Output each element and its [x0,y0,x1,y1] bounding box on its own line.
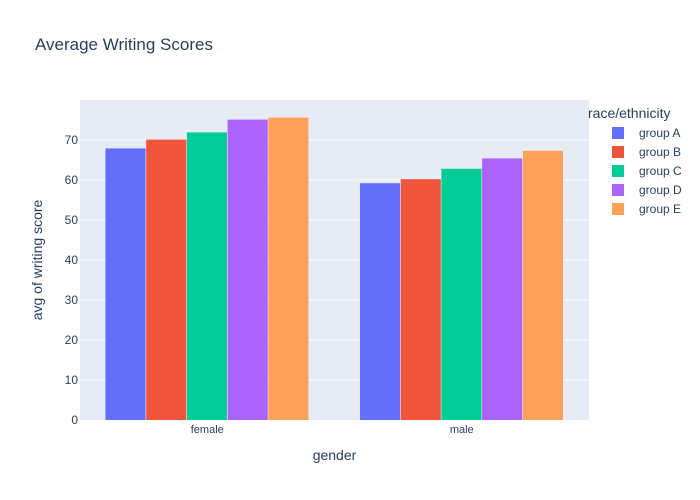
x-tick-label: female [191,424,224,436]
y-tick-label: 70 [65,133,79,147]
bar-female-group-E [268,117,309,420]
bar-female-group-C [186,132,228,420]
y-tick-label: 30 [65,293,79,307]
legend-title: race/ethnicity [588,105,670,121]
x-axis-label: gender [313,447,357,463]
legend-item-label[interactable]: group E [639,202,681,216]
bar-male-group-D [482,158,523,420]
legend-swatch[interactable] [612,146,624,158]
legend-item-label[interactable]: group C [639,164,682,178]
legend-item-label[interactable]: group A [639,126,680,140]
bar-male-group-B [400,179,441,420]
bar-female-group-A [105,148,146,420]
y-tick-label: 50 [65,213,79,227]
legend-item-label[interactable]: group B [639,145,681,159]
y-tick-label: 40 [65,253,79,267]
x-tick-label: male [450,424,474,436]
bar-male-group-C [441,168,482,420]
legend[interactable]: race/ethnicity group A group B group C grou… [588,105,682,216]
legend-swatch[interactable] [612,184,624,196]
legend-swatch[interactable] [612,127,624,139]
legend-swatch[interactable] [612,165,624,177]
y-tick-label: 60 [65,173,79,187]
bar-male-group-A [359,183,401,420]
chart-title: Average Writing Scores [35,35,213,54]
bars [105,117,563,421]
y-tick-label: 0 [71,413,78,427]
legend-item-label[interactable]: group D [639,183,682,197]
y-tick-label: 20 [65,333,79,347]
y-axis-ticks: 0 10 20 30 40 50 60 70 [65,133,79,427]
legend-swatch[interactable] [612,203,624,215]
bar-female-group-B [146,139,187,420]
y-tick-label: 10 [65,373,79,387]
bar-female-group-D [227,119,268,420]
y-axis-label: avg of writing score [29,199,45,320]
bar-male-group-E [522,150,563,421]
x-axis-ticks: female male [191,424,474,436]
